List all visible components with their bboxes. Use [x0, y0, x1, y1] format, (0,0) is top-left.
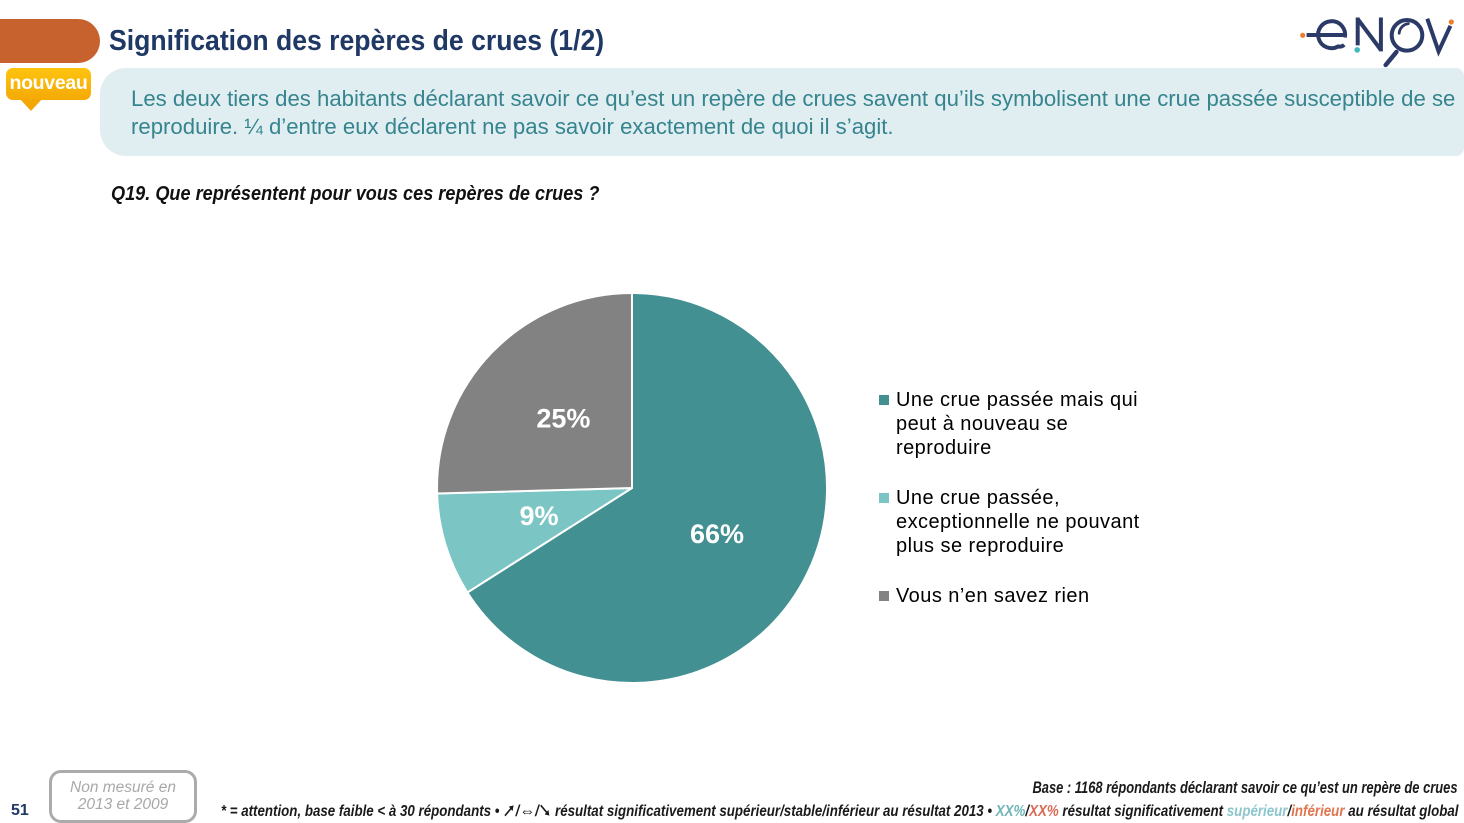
svg-text:25%: 25% — [536, 403, 590, 433]
svg-text:66%: 66% — [690, 519, 744, 549]
svg-text:9%: 9% — [519, 501, 558, 531]
